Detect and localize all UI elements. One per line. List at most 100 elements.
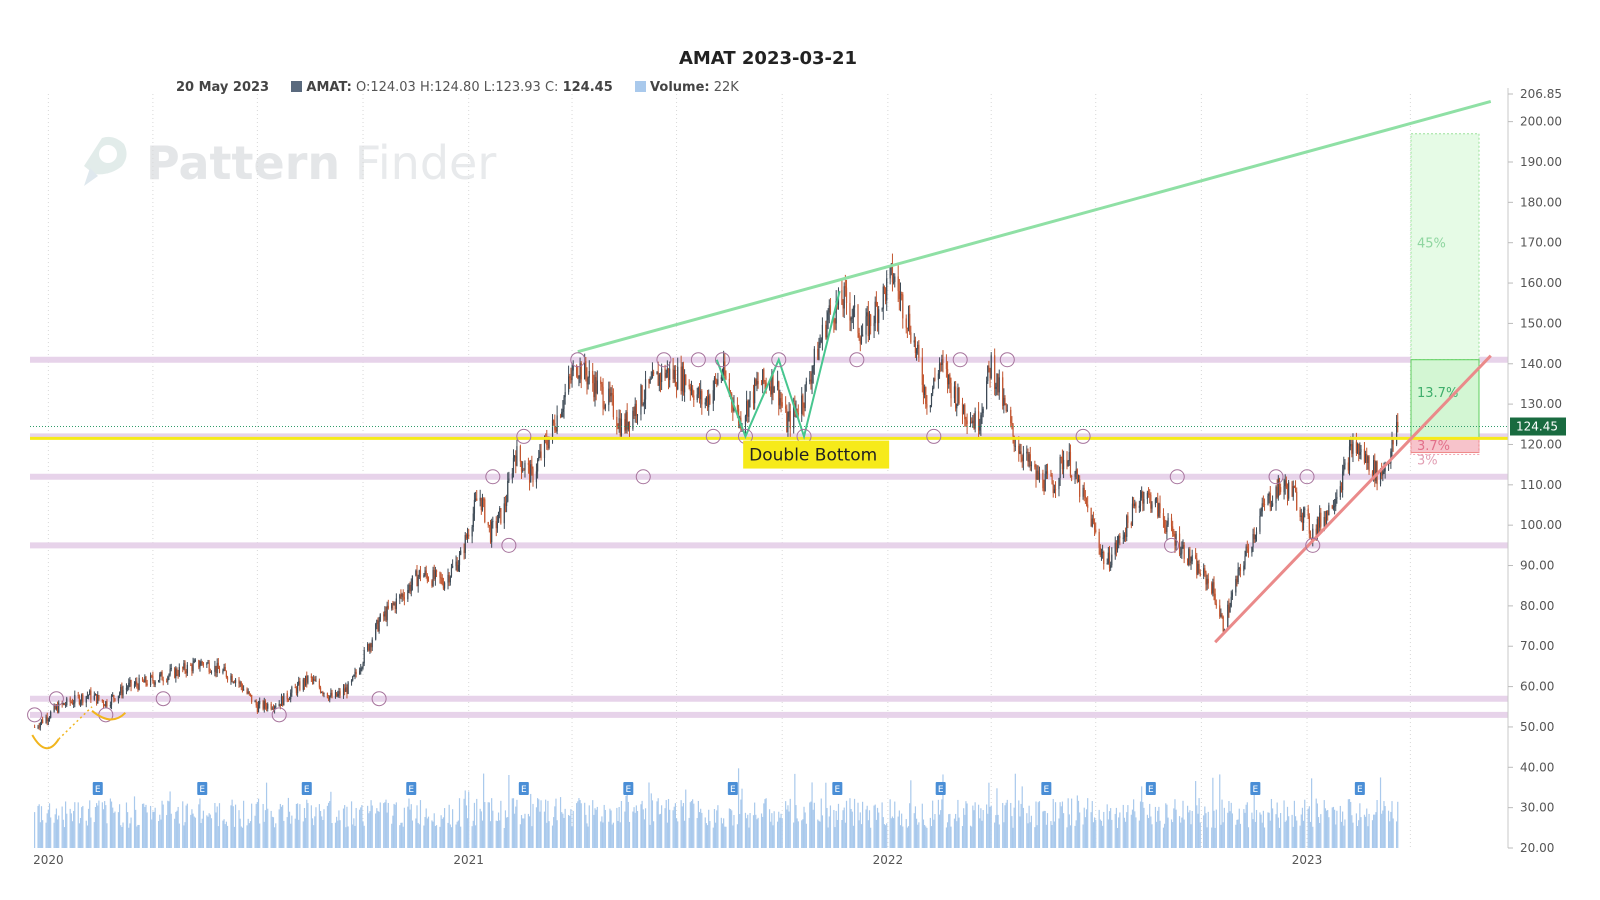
candle-body [844, 286, 846, 288]
candle-body [891, 263, 894, 283]
candle-body [1374, 460, 1376, 481]
volume-bar [720, 817, 722, 848]
candle-body [543, 437, 546, 458]
volume-bar [291, 815, 293, 848]
candle-body [114, 698, 116, 701]
volume-bar [159, 814, 161, 848]
candle-body [861, 334, 864, 337]
volume-bar [191, 809, 193, 848]
volume-bar [299, 804, 301, 848]
volume-bar [85, 820, 87, 848]
volume-bar [825, 782, 827, 848]
candle-body [1309, 533, 1312, 538]
candle-body [403, 597, 405, 600]
candle-body [771, 372, 773, 395]
candle-body [562, 408, 564, 412]
candle-body [286, 693, 288, 700]
candle-body [1316, 518, 1318, 536]
candle-body [298, 681, 300, 685]
volume-bar [667, 798, 670, 848]
candle-body [642, 404, 644, 406]
candle-body [248, 691, 250, 694]
candle-body [177, 674, 179, 676]
volume-bar [1351, 815, 1353, 848]
volume-bar [1061, 801, 1064, 848]
volume-bar [251, 803, 253, 848]
candle-body [369, 644, 371, 651]
candle-body [1351, 444, 1353, 454]
volume-bar [1042, 811, 1044, 848]
volume-bar [811, 782, 813, 848]
candle-body [46, 716, 48, 722]
volume-bar [1296, 820, 1298, 848]
volume-bar [794, 773, 796, 848]
volume-bar [102, 809, 105, 848]
volume-bar [692, 799, 694, 848]
volume-bar [1146, 814, 1149, 848]
candle-body [1020, 451, 1022, 458]
volume-bar [1079, 812, 1081, 848]
volume-bar [1154, 806, 1157, 848]
volume-bar [516, 799, 518, 848]
candle-body [644, 379, 647, 400]
volume-bar [210, 818, 213, 848]
candle-body [628, 421, 631, 429]
volume-bar [1383, 801, 1385, 848]
candle-body [656, 371, 658, 375]
volume-bar [789, 798, 791, 848]
earnings-marker-icon [1250, 782, 1261, 795]
candle-body [692, 388, 694, 396]
candle-body [1045, 471, 1047, 474]
pivot-marker [501, 537, 517, 553]
candle-body [318, 680, 320, 688]
candle-body [1396, 421, 1398, 445]
earnings-marker-letter: E [408, 785, 414, 795]
candle-body [1363, 448, 1366, 463]
volume-bar [82, 805, 84, 848]
volume-bar [701, 812, 703, 848]
projection-zones: 45%13.7%3.7%3% [1410, 133, 1480, 469]
volume-bar [1204, 806, 1206, 848]
candle-body [878, 309, 880, 324]
candle-body [1124, 534, 1127, 537]
candle-body [327, 697, 330, 700]
volume-bar [417, 822, 419, 848]
volume-bar [1035, 801, 1037, 848]
volume-bar [955, 813, 957, 848]
volume-bar [910, 780, 912, 848]
volume-bar [804, 812, 806, 848]
candle-body [256, 705, 258, 713]
volume-bar [479, 808, 481, 848]
volume-bar [1119, 812, 1121, 848]
candle-body [633, 410, 635, 416]
candle-body [1037, 470, 1039, 480]
candle-body [659, 374, 662, 383]
candle-body [1392, 439, 1394, 445]
volume-bar [508, 774, 510, 848]
candle-body [166, 681, 168, 683]
volume-bar [377, 810, 379, 848]
candle-body [708, 395, 710, 408]
volume-bar [347, 826, 349, 848]
volume-bar [732, 825, 734, 848]
volume-bar [1198, 798, 1200, 848]
candle-body [572, 365, 574, 371]
candle-body [980, 415, 982, 427]
candle-body [1026, 451, 1028, 454]
candle-body [1116, 543, 1119, 550]
volume-bar [1182, 800, 1184, 848]
candle-body [1196, 558, 1198, 575]
candle-body [1288, 482, 1290, 499]
volume-bar [680, 800, 682, 848]
candle-body [1114, 542, 1116, 555]
volume-bar [749, 813, 751, 848]
volume-bar [881, 802, 883, 848]
volume-bar [809, 802, 811, 848]
volume-bar [1230, 802, 1232, 848]
volume-bar [1006, 799, 1008, 848]
candle-body [938, 363, 941, 374]
volume-bar [1348, 799, 1351, 848]
candle-body [160, 672, 162, 675]
volume-bar [617, 820, 619, 848]
